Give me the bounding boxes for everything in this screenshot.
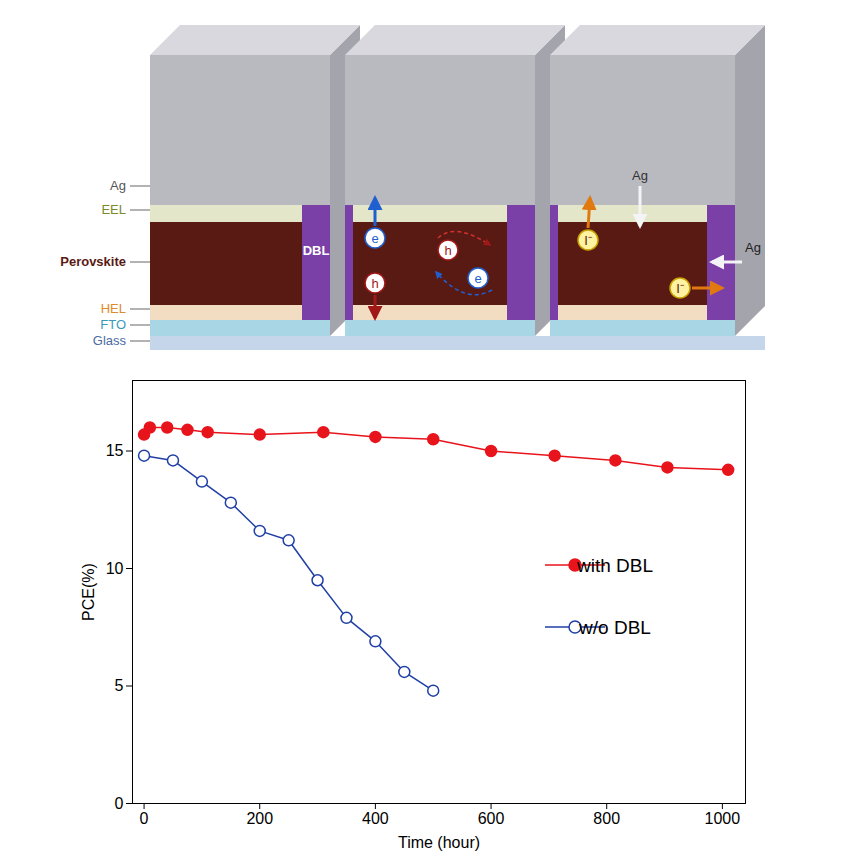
svg-text:HEL: HEL [101,301,126,316]
svg-text:PCE(%): PCE(%) [80,563,97,621]
svg-text:FTO: FTO [100,317,126,332]
svg-text:Time (hour): Time (hour) [398,834,480,851]
svg-text:I⁻: I⁻ [676,281,684,296]
svg-text:Ag: Ag [110,178,126,193]
svg-text:1000: 1000 [705,810,741,827]
svg-text:200: 200 [246,810,273,827]
svg-text:EEL: EEL [101,202,126,217]
svg-text:800: 800 [593,810,620,827]
svg-text:DBL: DBL [303,243,330,258]
svg-text:h: h [444,243,451,258]
svg-text:I⁻: I⁻ [584,233,592,248]
svg-text:0: 0 [115,795,124,812]
svg-text:5: 5 [115,677,124,694]
svg-text:10: 10 [106,560,124,577]
svg-text:h: h [371,276,378,291]
svg-text:Perovskite: Perovskite [60,254,126,269]
svg-text:400: 400 [362,810,389,827]
svg-text:15: 15 [106,442,124,459]
svg-text:e: e [474,271,481,286]
svg-text:600: 600 [478,810,505,827]
svg-text:Glass: Glass [93,333,127,348]
svg-text:0: 0 [140,810,149,827]
svg-text:with DBL: with DBL [576,555,653,576]
svg-text:e: e [371,231,378,246]
svg-text:Ag: Ag [632,168,648,183]
svg-text:Ag: Ag [745,240,761,255]
svg-text:w/o DBL: w/o DBL [578,617,651,638]
